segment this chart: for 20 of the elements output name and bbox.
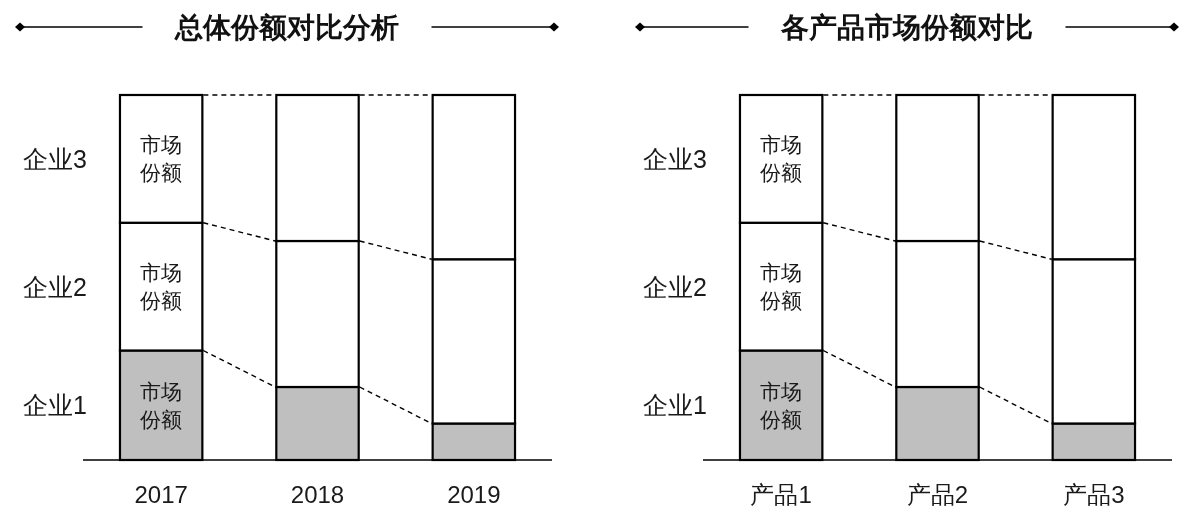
annotation: 市场份额 (140, 379, 183, 431)
series-label: 企业1 (643, 391, 707, 420)
annotation: 市场份额 (140, 261, 183, 313)
x-tick-label: 产品3 (1063, 481, 1125, 508)
series-label: 企业3 (23, 144, 87, 173)
x-tick-label: 2017 (134, 481, 188, 508)
chart-title: 总体份额对比分析 (174, 12, 399, 43)
annotation: 市场份额 (760, 379, 803, 431)
series-label: 企业2 (643, 272, 707, 301)
series-label: 企业3 (643, 144, 707, 173)
annotation: 市场份额 (140, 133, 183, 185)
annotation: 市场份额 (760, 261, 803, 313)
x-tick-label: 产品1 (750, 481, 812, 508)
x-tick-label: 2018 (290, 481, 345, 508)
series-label: 企业1 (23, 391, 87, 420)
x-tick-label: 产品2 (906, 481, 969, 508)
series-label: 企业2 (23, 272, 87, 301)
annotation: 市场份额 (760, 133, 803, 185)
chart-title: 各产品市场份额对比 (780, 12, 1033, 43)
x-tick-label: 2019 (447, 481, 501, 508)
